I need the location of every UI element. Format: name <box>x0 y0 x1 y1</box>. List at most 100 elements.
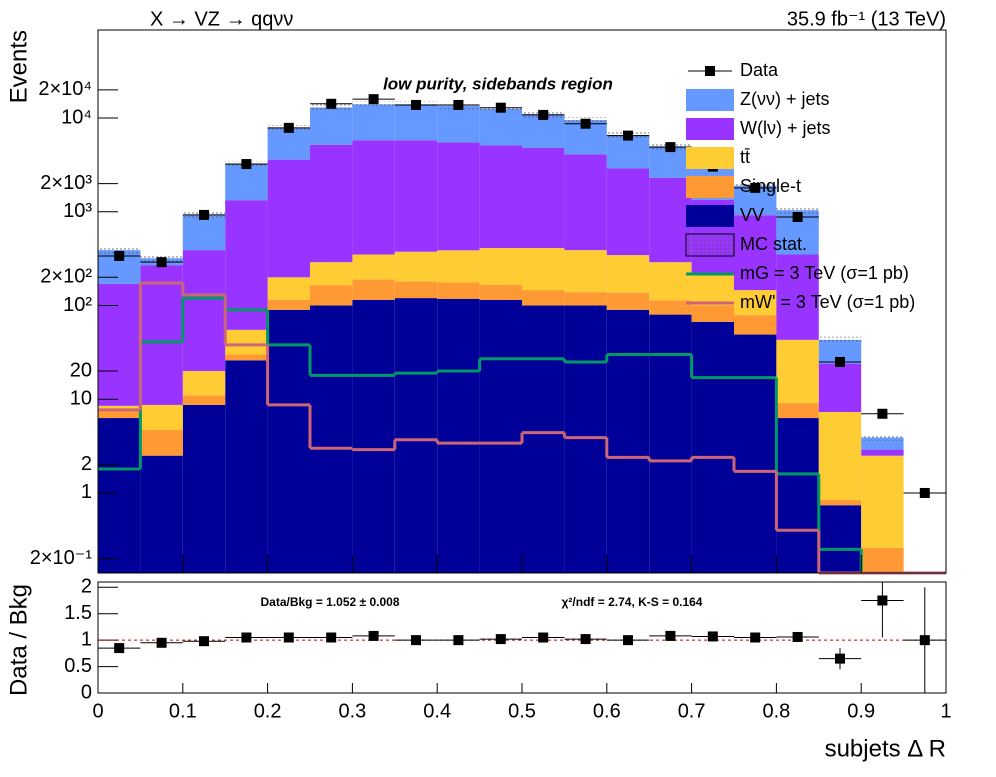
legend-label: Z(νν) + jets <box>740 89 830 109</box>
x-tick-label: 1 <box>940 700 951 722</box>
stack-bar <box>522 290 565 306</box>
stack-bar <box>564 305 607 573</box>
stack-bar <box>140 455 183 573</box>
ratio-point <box>453 635 464 646</box>
stack-bar <box>267 159 310 278</box>
stack-bar <box>225 329 268 355</box>
ratio-point <box>580 634 591 645</box>
stack-bar <box>606 292 650 310</box>
stack-bar <box>861 449 904 456</box>
data-point <box>665 142 676 153</box>
data-point <box>241 159 252 170</box>
stack-bar <box>437 282 480 299</box>
legend-label: MC stat. <box>740 234 807 254</box>
stack-bar <box>776 339 819 404</box>
data-point <box>538 109 549 120</box>
legend-label: Data <box>740 60 779 80</box>
stack-bar <box>394 251 438 282</box>
stack-bar <box>140 404 183 430</box>
data-point <box>919 487 930 498</box>
stack-bar <box>522 248 565 291</box>
stack-bar <box>691 305 734 322</box>
stack-bar <box>818 500 862 506</box>
stack-bar <box>352 254 395 280</box>
stack-bar <box>267 128 310 160</box>
data-point <box>453 99 464 110</box>
stack-bar <box>522 147 565 249</box>
data-point <box>750 182 761 193</box>
stack-bar <box>310 107 353 145</box>
ratio-point <box>156 637 167 648</box>
stack-bar <box>225 200 268 330</box>
data-point <box>835 356 845 367</box>
x-tick-label: 0.6 <box>593 700 621 722</box>
stack-bar <box>182 404 226 573</box>
ratio-point <box>792 631 803 642</box>
stack-bar <box>479 108 522 146</box>
chart-subtitle: 35.9 fb⁻¹ (13 TeV) <box>787 8 946 30</box>
stack-bar <box>734 290 777 316</box>
stack-bar <box>394 104 438 141</box>
stack-bar <box>352 299 395 573</box>
stack-bar <box>352 104 395 141</box>
stack-bar <box>225 354 268 361</box>
stack-bar <box>394 281 438 299</box>
y-tick-label: 2 <box>81 576 92 598</box>
stack-bar <box>479 284 522 300</box>
y-tick-label: 2×10³ <box>40 172 92 194</box>
stack-bar <box>140 429 183 456</box>
data-point <box>326 98 337 109</box>
stack-bar <box>522 305 565 573</box>
data-point <box>580 118 591 129</box>
ratio-point <box>283 632 294 643</box>
legend-label: VV <box>740 205 764 225</box>
stack-bar <box>649 300 692 315</box>
ratio-point <box>538 632 549 643</box>
y-tick-label: 1 <box>81 481 92 503</box>
x-axis-label: subjets Δ R <box>825 735 946 762</box>
stack-bar <box>437 142 480 251</box>
stack-bar <box>98 410 141 419</box>
ratio-stat: Data/Bkg = 1.052 ± 0.008 <box>260 595 399 609</box>
ratio-y-axis-label: Data / Bkg <box>5 584 32 696</box>
stack-bar <box>776 418 819 573</box>
data-point <box>792 211 803 222</box>
stack-bar <box>734 215 777 291</box>
mc-stat-band <box>776 207 819 214</box>
mc-stat-band <box>818 336 862 344</box>
stack-bar <box>818 339 862 364</box>
stack-bar <box>606 309 650 573</box>
x-tick-label: 0.4 <box>423 700 451 722</box>
data-point <box>199 209 209 220</box>
legend-swatch <box>686 176 734 198</box>
ratio-point <box>665 630 676 641</box>
mc-stat-band <box>352 101 395 108</box>
y-tick-label: 2 <box>81 453 92 475</box>
stack-bar <box>182 250 226 372</box>
x-tick-label: 0.3 <box>338 700 366 722</box>
ratio-fit: χ²/ndf = 2.74, K-S = 0.164 <box>562 595 703 609</box>
stack-bar <box>225 164 268 201</box>
stack-bar <box>564 154 607 251</box>
mc-stat-band <box>98 246 141 254</box>
y-tick-label: 10⁴ <box>61 106 92 128</box>
data-point <box>411 99 421 110</box>
x-tick-label: 0.5 <box>508 700 536 722</box>
stack-bar <box>649 177 692 263</box>
y-tick-label: 2×10² <box>40 266 92 288</box>
x-tick-label: 0.1 <box>169 700 197 722</box>
stack-bar <box>861 547 904 573</box>
y-tick-label: 10³ <box>63 200 92 222</box>
stack-bar <box>564 292 607 306</box>
ratio-point <box>835 653 845 664</box>
ratio-point <box>623 635 633 646</box>
chart-title: X → VZ → qqνν <box>150 8 293 30</box>
stack-bar <box>394 140 438 252</box>
stack-bar <box>479 248 522 285</box>
y-tick-label: 10² <box>63 294 92 316</box>
stack-bar <box>310 262 353 286</box>
legend-swatch <box>685 233 735 257</box>
ratio-point <box>707 631 718 642</box>
stack-bar <box>310 285 353 306</box>
stack-bar <box>437 105 480 143</box>
